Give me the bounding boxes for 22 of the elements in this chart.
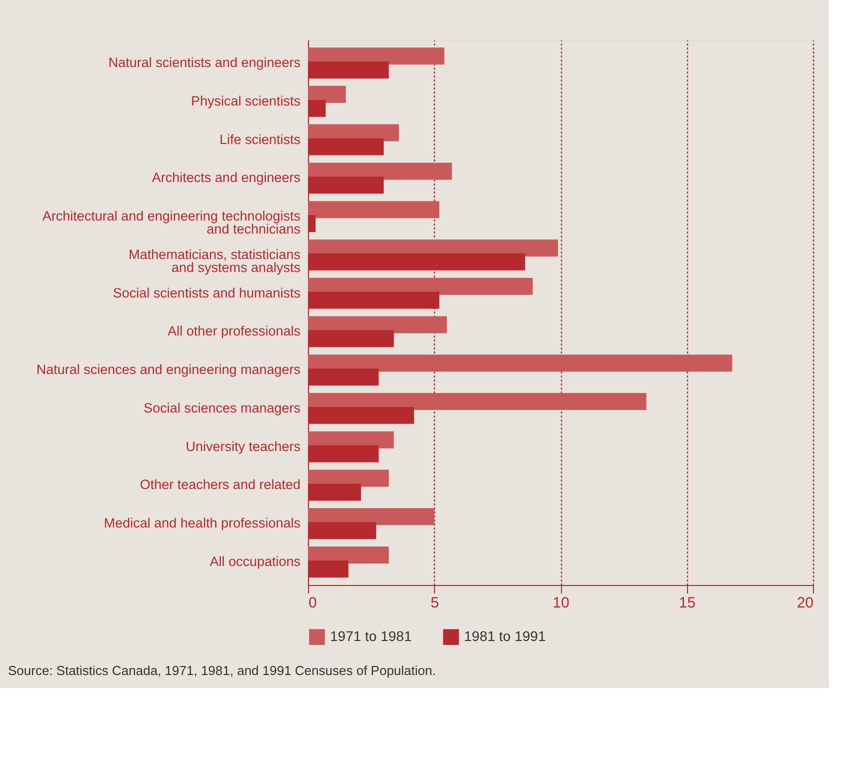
source-note: Source: Statistics Canada, 1971, 1981, and 1991 Censuses of Population. (8, 663, 436, 678)
y-tick-label: Natural sciences and engineering managers (36, 362, 301, 378)
y-tick-label: All occupations (210, 554, 301, 569)
y-tick-label: All other professionals (168, 324, 301, 339)
y-tick-label: Medical and health professionals (104, 516, 301, 531)
y-tick-label: Natural scientists and engineers (108, 55, 301, 70)
legend-label: 1971 to 1981 (330, 628, 412, 644)
legend-label: 1981 to 1991 (464, 628, 546, 644)
x-tick-label: 0 (308, 594, 317, 612)
x-tick-label: 10 (552, 594, 570, 612)
y-tick-label: Architectural and engineering technologists and technicians (42, 208, 301, 237)
y-tick-label: Mathematicians, statisticians and systems analysts (128, 246, 301, 275)
x-tick-label: 15 (678, 594, 696, 612)
x-tick-label: 5 (430, 594, 439, 612)
y-tick-label: Social sciences managers (144, 400, 301, 416)
y-tick-label: Architects and engineers (152, 170, 301, 186)
x-tick-label: 20 (796, 594, 814, 612)
y-tick-label: Life scientists (219, 132, 301, 147)
y-tick-label: University teachers (186, 438, 301, 454)
y-tick-label: Other teachers and related (140, 477, 300, 492)
y-tick-label: Physical scientists (190, 93, 301, 108)
y-tick-label: Social scientists and humanists (112, 285, 301, 300)
